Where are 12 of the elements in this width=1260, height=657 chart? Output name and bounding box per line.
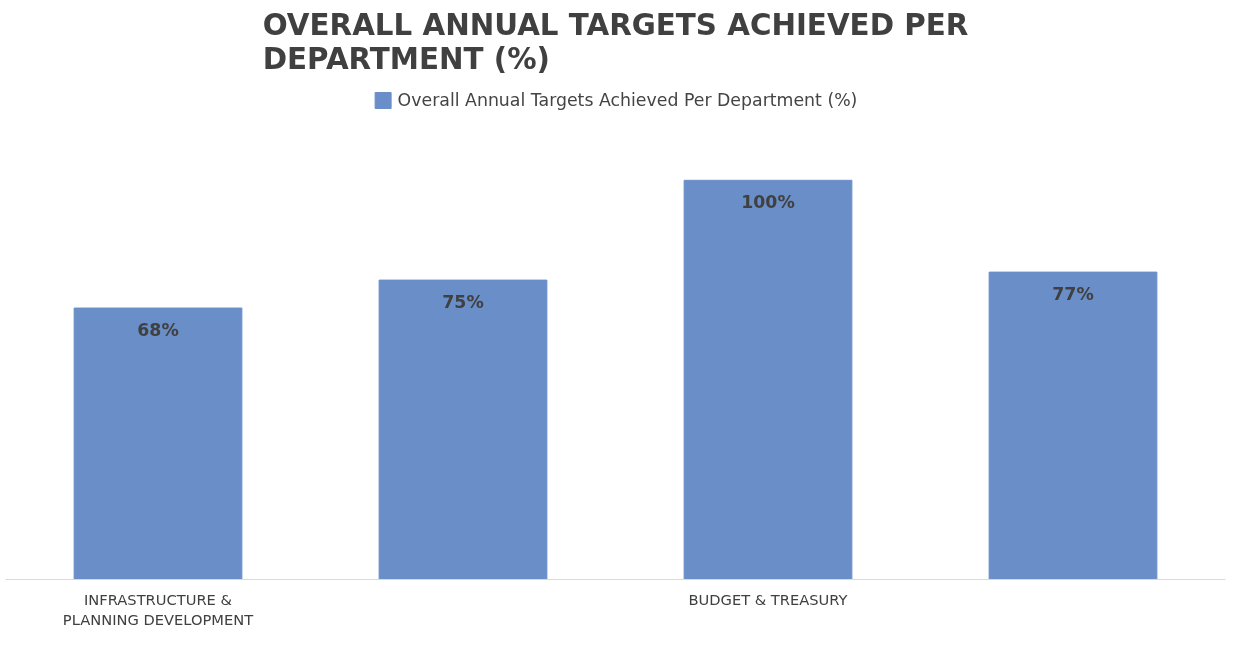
x-tick-label: INFRASTRUCTURE & PLANNING DEVELOPMENT: [62, 590, 254, 628]
bar: [683, 179, 853, 580]
bar: [378, 279, 548, 580]
data-label: 77%: [1052, 284, 1094, 305]
bar: [988, 271, 1158, 580]
bar: [73, 307, 243, 580]
chart-title: OVERALL ANNUAL TARGETS ACHIEVED PER DEPARTMENT (%): [262, 7, 969, 76]
legend-label: Overall Annual Targets Achieved Per Department (%): [397, 90, 858, 110]
data-label: 68%: [137, 320, 179, 341]
x-tick-label: BUDGET & TREASURY: [688, 590, 848, 608]
data-label: 75%: [442, 292, 484, 313]
data-label: 100%: [741, 192, 795, 213]
